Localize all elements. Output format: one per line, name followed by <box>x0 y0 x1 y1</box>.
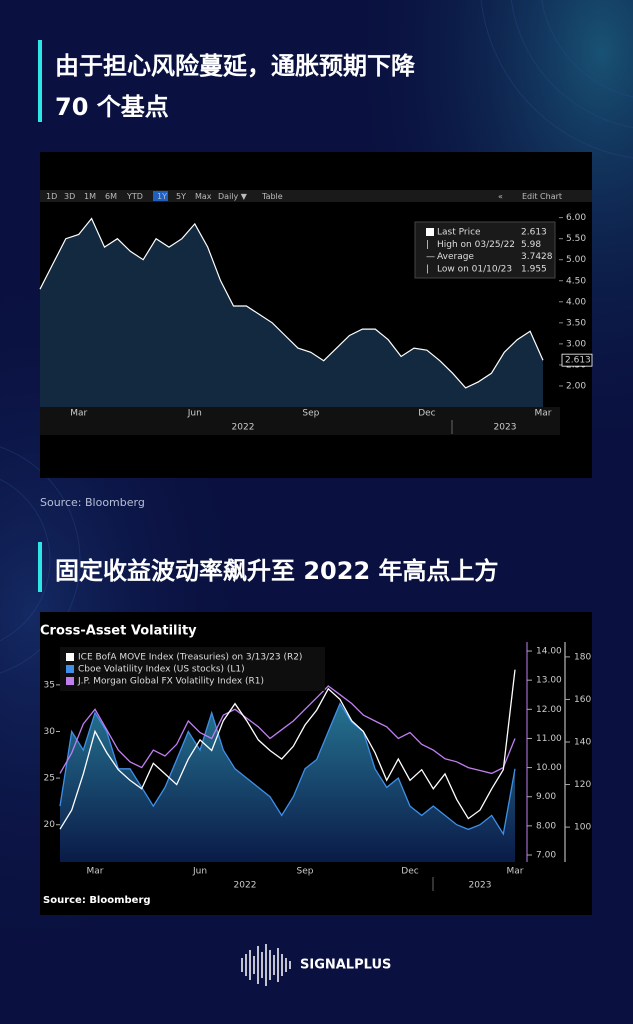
y-tick-label: 4.00 <box>566 297 586 307</box>
heading-bar <box>38 542 42 592</box>
price-line <box>39 217 544 389</box>
legend-swatch <box>66 677 74 685</box>
legend-label: ICE BofA MOVE Index (Treasuries) on 3/13… <box>78 653 302 663</box>
legend-glyph: | <box>426 264 429 274</box>
toolbar-active <box>153 191 168 201</box>
series-line <box>59 685 516 775</box>
x-tick-label: Dec <box>418 409 435 419</box>
last-price-box <box>561 353 593 367</box>
y-tick-label: 120 <box>574 780 591 790</box>
toolbar-button[interactable]: 5Y <box>176 192 186 201</box>
brand: SIGNALPLUS <box>300 958 391 973</box>
toolbar-button[interactable]: 6M <box>105 192 117 201</box>
y-tick-label: 4.50 <box>566 276 586 286</box>
x-tick-label: Mar <box>87 867 104 877</box>
toolbar-button[interactable]: Edit Chart <box>522 192 562 201</box>
y-tick-label: 5.50 <box>566 234 586 244</box>
brand-icon <box>241 944 291 986</box>
y-tick-label: 100 <box>574 823 591 833</box>
x-tick-label: Jun <box>187 409 202 419</box>
legend-value: 1.955 <box>521 264 547 274</box>
series-line-area <box>60 703 515 862</box>
legend-value: 2.613 <box>521 228 547 238</box>
price-line-area <box>40 218 543 407</box>
y-tick-label: 2.00 <box>566 381 586 391</box>
chart-title: Cross-Asset Volatility <box>40 624 197 639</box>
y-tick-label: 160 <box>574 695 591 705</box>
x-tick-label: Mar <box>507 867 524 877</box>
legend-label: High on 03/25/22 <box>437 240 515 250</box>
y-tick-label: 140 <box>574 738 591 748</box>
y-tick-label: 8.00 <box>536 821 556 831</box>
legend-swatch <box>66 665 74 673</box>
legend-glyph: | <box>426 240 429 250</box>
toolbar-button[interactable]: Max <box>195 192 212 201</box>
source: Source: Bloomberg <box>43 895 151 906</box>
legend-swatch <box>66 653 74 661</box>
toolbar-button[interactable]: Table <box>261 192 283 201</box>
x-axis-band <box>40 407 560 435</box>
x-tick-label: Sep <box>297 867 314 877</box>
legend-label: J.P. Morgan Global FX Volatility Index (… <box>77 677 264 687</box>
legend-label: Average <box>437 252 474 262</box>
toolbar-button[interactable]: 3D <box>64 192 75 201</box>
x-tick-label: Sep <box>302 409 319 419</box>
x-tick-label: Dec <box>401 867 418 877</box>
y-tick-label: 20 <box>44 820 56 830</box>
toolbar-button[interactable]: YTD <box>126 192 143 201</box>
legend-box <box>414 221 556 279</box>
x-tick-label: Jun <box>192 867 207 877</box>
legend-value: 3.7428 <box>521 252 553 262</box>
heading: 固定收益波动率飙升至 2022 年高点上方 <box>55 557 499 585</box>
y-tick-label: 10.00 <box>536 763 562 773</box>
legend-label: Cboe Volatility Index (US stocks) (L1) <box>78 665 245 675</box>
y-tick-label: 180 <box>574 652 591 662</box>
y-tick-label: 30 <box>44 727 56 737</box>
year-label: 2022 <box>234 881 257 891</box>
y-tick-label: 5.00 <box>566 255 586 265</box>
y-tick-label: 14.00 <box>536 647 562 657</box>
year-label: 2022 <box>232 423 255 433</box>
source: Source: Bloomberg <box>40 496 145 509</box>
year-label: 2023 <box>494 423 517 433</box>
toolbar-button[interactable]: 1M <box>84 192 96 201</box>
legend-box <box>60 647 325 691</box>
y-tick-label: 12.00 <box>536 705 562 715</box>
heading: 70 个基点 <box>55 93 169 121</box>
year-label: 2023 <box>469 881 492 891</box>
heading: 由于担心风险蔓延，通胀预期下降 <box>55 52 416 80</box>
legend-glyph: — <box>426 252 435 262</box>
toolbar-button[interactable]: 1D <box>46 192 57 201</box>
x-tick-label: Mar <box>70 409 87 419</box>
legend-swatch <box>426 228 434 236</box>
last-price-label: 2.613 <box>565 356 591 366</box>
toolbar-button[interactable]: « <box>498 192 503 201</box>
y-tick-label: 9.00 <box>536 792 556 802</box>
toolbar <box>40 190 592 202</box>
y-tick-label: 3.00 <box>566 339 586 349</box>
y-tick-label: 7.00 <box>536 851 556 861</box>
decor-arcs <box>0 0 633 674</box>
y-tick-label: 13.00 <box>536 676 562 686</box>
y-tick-label: 11.00 <box>536 734 562 744</box>
legend-value: 5.98 <box>521 240 541 250</box>
toolbar-button[interactable]: Daily ▼ <box>218 192 248 201</box>
x-tick-label: Mar <box>535 409 552 419</box>
toolbar-button[interactable]: 1Y <box>157 192 167 201</box>
y-tick-label: 6.00 <box>566 213 586 223</box>
series-line <box>59 669 516 830</box>
heading-bar <box>38 40 42 122</box>
series-line <box>59 702 516 836</box>
y-tick-label: 35 <box>44 680 55 690</box>
legend-label: Low on 01/10/23 <box>437 264 512 274</box>
legend-label: Last Price <box>437 228 481 238</box>
y-tick-label: 3.50 <box>566 318 586 328</box>
y-tick-label: 25 <box>44 774 55 784</box>
